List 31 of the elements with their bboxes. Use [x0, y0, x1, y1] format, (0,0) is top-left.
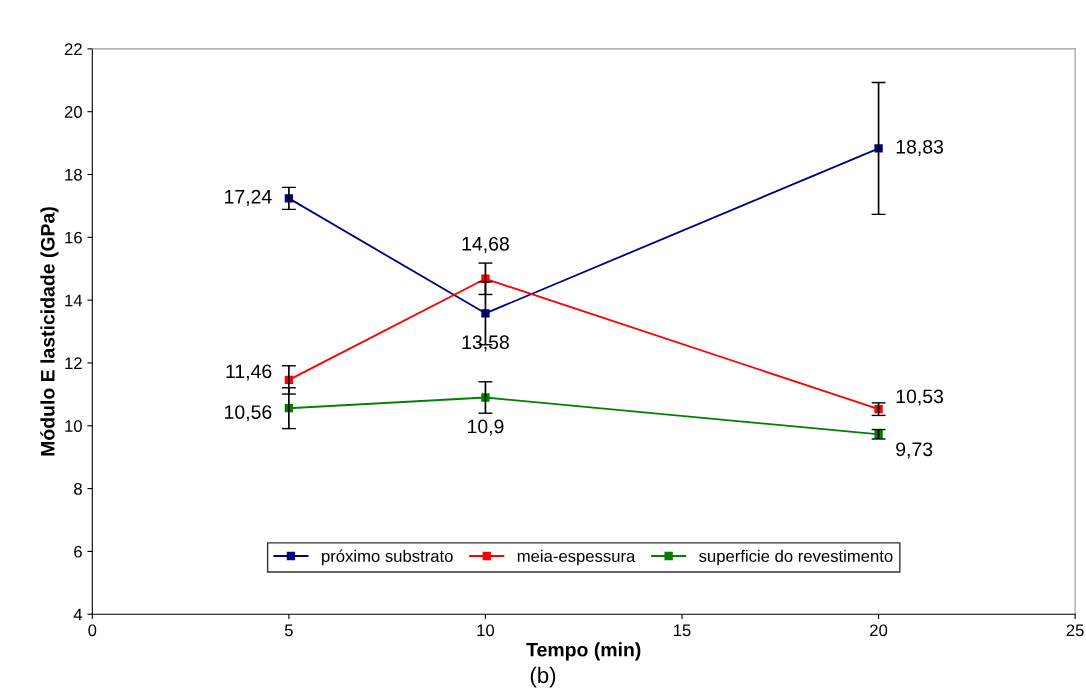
- x-tick-label: 25: [1066, 624, 1084, 637]
- data-label: 10,9: [468, 419, 504, 436]
- x-tick-label: 5: [284, 624, 293, 637]
- data-label: 14,68: [462, 236, 509, 253]
- y-axis-title: Módulo E lasticidade (GPa): [40, 207, 59, 456]
- y-tick-label: 8: [74, 483, 82, 495]
- y-tick-label: 12: [65, 357, 82, 369]
- y-tick-label: 4: [73, 608, 83, 621]
- legend-label: superficie do revestimento: [699, 549, 893, 566]
- y-tick-label: 14: [65, 294, 83, 307]
- y-tick-label: 22: [64, 43, 82, 55]
- data-label: 13,58: [462, 335, 509, 352]
- x-tick-label: 0: [88, 624, 97, 637]
- legend-label: meia-espessura: [517, 549, 636, 566]
- data-label: 17,24: [225, 189, 272, 206]
- data-label: 10,53: [896, 389, 944, 406]
- x-axis-title: Tempo (min): [526, 642, 641, 661]
- data-label: 11,46: [226, 364, 272, 381]
- data-label: 9,73: [896, 442, 933, 459]
- text: (b): [530, 666, 556, 688]
- legend-label: próximo substrato: [322, 549, 453, 566]
- x-tick-label: 15: [674, 624, 691, 637]
- x-tick-label: 10: [477, 624, 495, 637]
- data-label: 10,56: [225, 405, 272, 422]
- y-tick-label: 10: [65, 420, 82, 432]
- y-tick-label: 6: [74, 545, 82, 558]
- data-label: 18,83: [896, 139, 944, 156]
- y-tick-label: 18: [65, 168, 82, 181]
- y-tick-label: 20: [64, 106, 82, 118]
- y-tick-label: 16: [65, 231, 82, 244]
- x-tick-label: 20: [870, 624, 888, 637]
